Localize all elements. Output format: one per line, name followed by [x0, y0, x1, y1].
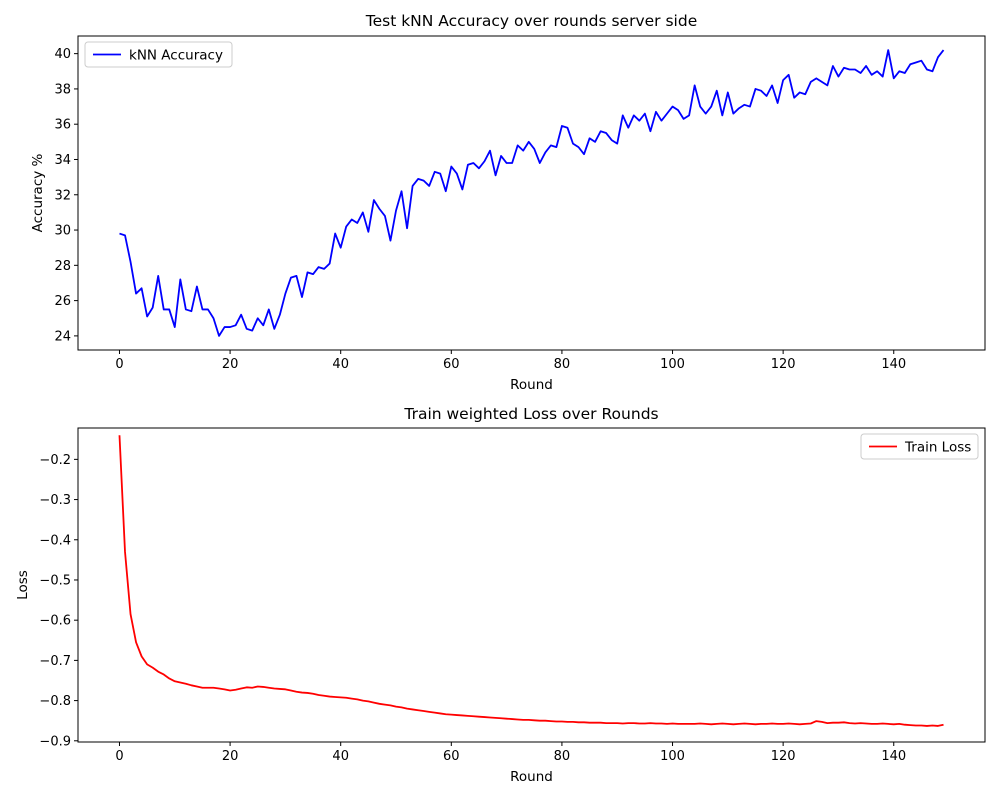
accuracy-y-axis-label: Accuracy % [30, 153, 46, 232]
loss-x-axis-label: Round [510, 769, 553, 785]
accuracy-plot-area [77, 35, 986, 351]
accuracy-y-tick-label: 36 [54, 118, 71, 133]
accuracy-legend-box [84, 41, 233, 68]
accuracy-y-tick-label: 24 [54, 329, 71, 344]
loss-y-tick-label: −0.8 [39, 694, 71, 709]
accuracy-x-ticks: 0 20 40 60 80 100 120 140 [115, 350, 906, 372]
accuracy-x-tick-label: 120 [771, 357, 796, 372]
loss-y-tick-label: −0.7 [39, 654, 71, 669]
loss-series-group [118, 435, 944, 727]
accuracy-x-tick-label: 20 [222, 357, 239, 372]
loss-x-tick-label: 120 [771, 749, 796, 764]
loss-y-tick-label: −0.5 [39, 573, 71, 588]
loss-legend-label: Train Loss [904, 440, 971, 456]
loss-x-tick-label: 80 [554, 749, 571, 764]
loss-chart-title: Train weighted Loss over Rounds [403, 405, 658, 423]
accuracy-legend-label: kNN Accuracy [129, 48, 223, 64]
accuracy-chart: Test kNN Accuracy over rounds server sid… [30, 12, 986, 393]
loss-x-tick-label: 20 [222, 749, 239, 764]
accuracy-y-tick-label: 26 [54, 294, 71, 309]
loss-y-tick-label: −0.4 [39, 533, 71, 548]
accuracy-x-tick-label: 40 [332, 357, 349, 372]
accuracy-y-tick-label: 38 [54, 82, 71, 97]
accuracy-y-tick-label: 32 [54, 188, 71, 203]
loss-plot-area [77, 427, 986, 743]
loss-x-tick-label: 100 [660, 749, 685, 764]
loss-y-tick-label: −0.2 [39, 453, 71, 468]
loss-y-ticks: −0.2 −0.3 −0.4 −0.5 −0.6 −0.7 −0.8 −0.9 [39, 453, 78, 749]
accuracy-x-tick-label: 80 [554, 357, 571, 372]
accuracy-x-tick-label: 100 [660, 357, 685, 372]
loss-y-tick-label: −0.3 [39, 493, 71, 508]
loss-legend-box [860, 433, 979, 460]
accuracy-y-ticks: 24 26 28 30 32 34 36 38 40 [54, 47, 78, 344]
loss-x-tick-label: 0 [115, 749, 123, 764]
accuracy-y-tick-label: 34 [54, 153, 71, 168]
loss-x-tick-label: 40 [332, 749, 349, 764]
accuracy-series-line [119, 49, 945, 337]
loss-y-tick-label: −0.6 [39, 614, 71, 629]
loss-x-tick-label: 140 [881, 749, 906, 764]
loss-legend: Train Loss [860, 433, 979, 460]
accuracy-y-tick-label: 30 [54, 224, 71, 239]
loss-chart: Train weighted Loss over Rounds Round Lo… [15, 405, 986, 785]
accuracy-chart-title: Test kNN Accuracy over rounds server sid… [365, 12, 697, 30]
accuracy-x-tick-label: 60 [443, 357, 460, 372]
accuracy-x-tick-label: 0 [115, 357, 123, 372]
loss-y-tick-label: −0.9 [39, 734, 71, 749]
accuracy-x-axis-label: Round [510, 377, 553, 393]
loss-x-ticks: 0 20 40 60 80 100 120 140 [115, 742, 906, 764]
accuracy-legend: kNN Accuracy [84, 41, 233, 68]
accuracy-x-tick-label: 140 [881, 357, 906, 372]
accuracy-y-tick-label: 28 [54, 259, 71, 274]
loss-y-axis-label: Loss [15, 570, 31, 600]
accuracy-y-tick-label: 40 [54, 47, 71, 62]
loss-x-tick-label: 60 [443, 749, 460, 764]
accuracy-series-group [119, 49, 945, 337]
loss-series-line [118, 435, 944, 727]
